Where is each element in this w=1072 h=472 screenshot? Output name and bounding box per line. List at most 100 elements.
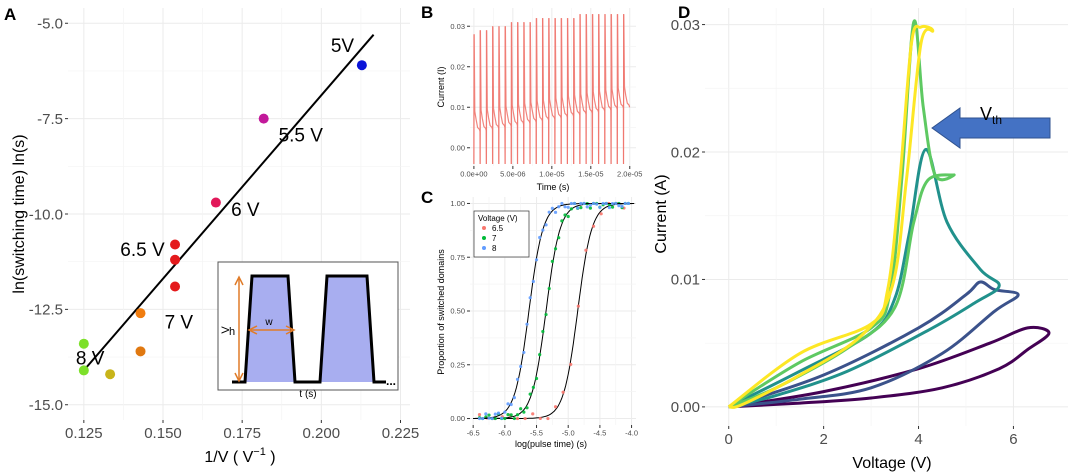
panel-c-data-point xyxy=(553,405,558,409)
panel-c-data-point xyxy=(506,402,510,406)
panel-a-data-point xyxy=(105,369,116,380)
panel-a-data-point xyxy=(170,281,181,292)
panel-d-y-tick-label: 0.00 xyxy=(671,399,700,416)
panel-a-data-point xyxy=(210,197,221,208)
panel-c-data-point xyxy=(477,412,482,417)
inset-w-label: w xyxy=(264,317,273,328)
panel-c-series xyxy=(473,201,635,421)
panel-c-data-point xyxy=(576,206,580,210)
panel-c-data-point xyxy=(550,206,554,211)
vth-label: Vth xyxy=(980,104,1002,127)
panel-a-x-tick-label: 0.150 xyxy=(144,425,182,442)
panel-c-data-point xyxy=(599,212,603,216)
panel-d: D 0 2 4 6 0.00 0.01 0.02 0.03 Vth Voltage (V) C… xyxy=(653,3,1068,472)
inset-pulse-fill xyxy=(232,276,374,382)
panel-a-y-tick-label: -10.0 xyxy=(29,206,63,223)
panel-c-data-point xyxy=(531,412,535,416)
panel-c-data-point xyxy=(588,203,592,207)
panel-b-x-tick-label: 1.5e-05 xyxy=(578,170,603,179)
panel-a-data-point xyxy=(258,113,269,124)
panel-c-x-tick-label: -4.0 xyxy=(625,429,638,438)
panel-a-y-tick-label: -15.0 xyxy=(29,397,63,414)
panel-c-data-point xyxy=(528,392,532,396)
panel-a-x-axis-title: 1/V ( V−1 ) xyxy=(204,446,275,466)
panel-a-voltage-label: 6.5 V xyxy=(120,240,165,261)
panel-b-series xyxy=(473,14,631,165)
legend-swatch xyxy=(482,226,486,230)
legend-label: 6.5 xyxy=(492,224,504,233)
inset-dots: ... xyxy=(386,374,396,388)
panel-c-data-point xyxy=(569,201,573,206)
panel-c-data-point xyxy=(512,395,516,400)
panel-c-data-point xyxy=(576,304,580,308)
panel-c-data-point xyxy=(547,286,551,291)
panel-c-data-point xyxy=(519,364,523,369)
panel-c-data-point xyxy=(541,329,545,334)
panel-d-x-axis-title: Voltage (V) xyxy=(852,455,931,472)
panel-c-data-point xyxy=(566,205,570,209)
panel-c-y-tick-label: 0.25 xyxy=(450,360,465,369)
panel-d-x-tick-label: 6 xyxy=(1009,431,1017,448)
panel-c-data-point xyxy=(584,248,588,252)
panel-a-pulse-inset: V h w t (s) ... xyxy=(217,261,399,400)
panel-d-grid xyxy=(705,8,1068,426)
panel-a-ticks: 0.125 0.150 0.175 0.200 0.225 -5.0 -7.5 -10.0 -1… xyxy=(29,16,419,442)
panel-b-y-axis-title: Current (I) xyxy=(436,66,446,107)
panel-a-voltage-label: 8 V xyxy=(76,349,105,370)
panel-c-data-point xyxy=(598,205,602,209)
panel-c-data-point xyxy=(515,413,520,417)
panel-c-data-point xyxy=(477,416,482,421)
panel-c-data-point xyxy=(487,413,491,417)
inset-width-arrowheads xyxy=(247,325,296,335)
panel-c-data-point xyxy=(595,202,599,206)
panel-a-y-tick-label: -12.5 xyxy=(29,302,63,319)
panel-a-data-point xyxy=(135,346,146,357)
panel-c-data-point xyxy=(503,416,507,421)
panel-c-data-point xyxy=(563,213,567,217)
panel-a-data-point xyxy=(135,308,146,319)
inset-v-label: V xyxy=(220,326,232,334)
panel-a-y-tick-label: -5.0 xyxy=(37,16,63,33)
panel-c-data-point xyxy=(626,201,630,206)
panel-d-vth-arrow: Vth xyxy=(931,104,1051,149)
panel-c-data-point xyxy=(591,201,596,206)
panel-c-data-point xyxy=(553,247,558,251)
panel-c-data-point xyxy=(534,376,539,381)
panel-c-legend: Voltage (V) 6.578 xyxy=(473,210,530,258)
panel-c-data-point xyxy=(553,210,558,214)
panel-c-y-tick-label: 1.00 xyxy=(450,199,465,208)
panel-c-data-point xyxy=(522,350,526,355)
panel-c-data-point xyxy=(534,258,539,262)
panel-a-x-tick-label: 0.175 xyxy=(223,425,261,442)
panel-c-x-axis-title: log(pulse time) (s) xyxy=(515,439,587,449)
inset-height-arrowheads xyxy=(234,275,244,383)
panel-d-ticks: 0 2 4 6 0.00 0.01 0.02 0.03 xyxy=(671,17,1018,448)
panel-c-data-point xyxy=(496,411,501,415)
panel-a-data-point xyxy=(78,338,89,349)
panel-c-y-tick-label: 0.75 xyxy=(450,253,465,262)
panel-c-data-point xyxy=(506,413,510,417)
panel-b-current-trace xyxy=(473,14,631,165)
panel-c-data-point xyxy=(490,416,494,421)
panel-c-data-point xyxy=(579,206,583,210)
panel-b-y-tick-label: 0.03 xyxy=(450,22,465,31)
panel-c-data-point xyxy=(560,201,564,206)
panel-c: C -6.5 -6.0 -5.5 -5.0 -4.5 -4.0 0.00 0.25 0.50 0.… xyxy=(421,188,638,449)
panel-c-data-point xyxy=(493,412,497,416)
legend-label: 7 xyxy=(492,234,497,243)
panel-c-data-point xyxy=(601,201,605,206)
panel-c-data-point xyxy=(525,322,529,326)
panel-a-y-tick-label: -7.5 xyxy=(37,111,63,128)
panel-c-data-point xyxy=(544,312,548,317)
panel-c-data-point xyxy=(560,219,564,223)
panel-c-y-tick-label: 0.50 xyxy=(450,307,465,316)
panel-c-data-point xyxy=(531,279,535,284)
panel-c-data-point xyxy=(531,385,535,390)
panel-b-y-tick-label: 0.02 xyxy=(450,62,465,71)
panel-d-letter: D xyxy=(678,3,690,22)
panel-b-x-tick-label: 0.0e+00 xyxy=(460,170,487,179)
panel-d-y-tick-label: 0.03 xyxy=(671,17,700,34)
panel-a-data-point xyxy=(170,239,181,250)
panel-c-data-point xyxy=(591,224,596,228)
